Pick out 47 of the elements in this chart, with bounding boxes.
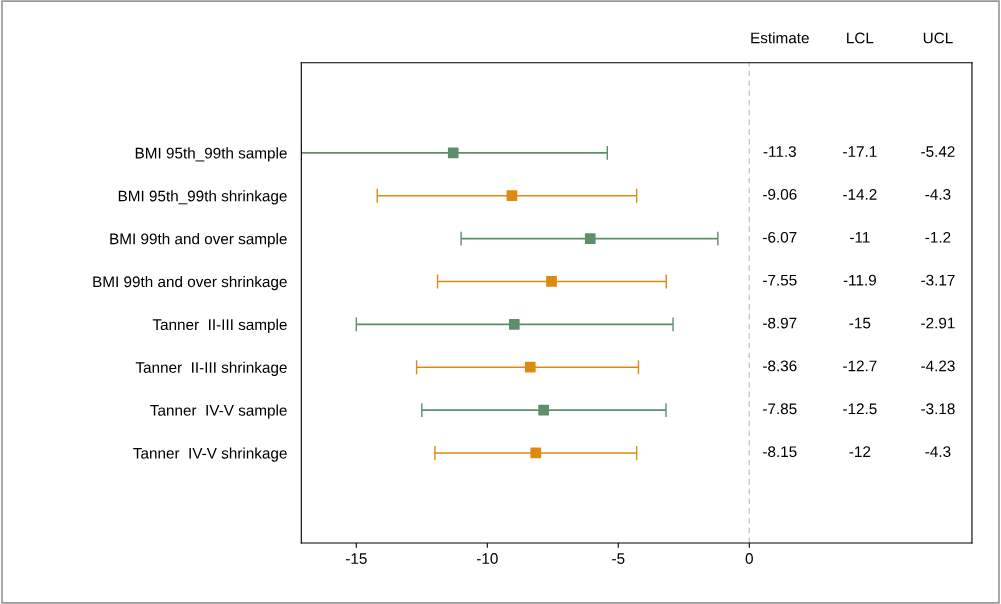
point bbox=[584, 233, 596, 244]
annotation: -6.07 bbox=[763, 231, 797, 243]
text: LCL bbox=[847, 32, 874, 44]
annotation: -12.5 bbox=[843, 403, 877, 415]
text: Estimate bbox=[751, 32, 809, 44]
annotation: -3.17 bbox=[921, 274, 955, 286]
annotation: -4.3 bbox=[925, 446, 951, 458]
y-tick-label: BMI 99th and over shrinkage bbox=[93, 275, 287, 291]
annotation: -12.7 bbox=[843, 360, 877, 372]
y-tick-label: Tanner II-III sample bbox=[152, 318, 287, 334]
annotation: -17.1 bbox=[843, 146, 877, 157]
annotation: -4.23 bbox=[921, 360, 955, 372]
point bbox=[538, 404, 549, 416]
annotation: -7.55 bbox=[763, 274, 797, 286]
y-tick-label: Tanner IV-V shrinkage bbox=[133, 447, 287, 462]
text: UCL bbox=[923, 32, 953, 44]
point bbox=[447, 147, 459, 159]
point bbox=[546, 276, 557, 287]
y-tick-label: BMI 95th_99th shrinkage bbox=[118, 190, 287, 205]
point bbox=[506, 190, 518, 202]
annotation: -2.91 bbox=[921, 317, 955, 329]
x-tick-label: -10 bbox=[476, 553, 498, 564]
y-tick-label: Tanner IV-V sample bbox=[150, 404, 287, 419]
annotation: -3.18 bbox=[921, 403, 955, 415]
annotation: -15 bbox=[849, 317, 871, 329]
annotation: -8.36 bbox=[763, 360, 797, 372]
point bbox=[508, 318, 520, 330]
annotation: -8.97 bbox=[763, 317, 797, 329]
annotation: -11.9 bbox=[843, 274, 876, 286]
x-tick-label: 0 bbox=[745, 553, 753, 564]
annotation: -11 bbox=[850, 232, 870, 243]
annotation: -12 bbox=[849, 446, 871, 457]
annotation: -11.3 bbox=[763, 146, 796, 157]
annotation: -9.06 bbox=[763, 189, 797, 200]
annotation: -5.42 bbox=[921, 146, 955, 157]
point bbox=[524, 361, 536, 373]
y-tick-label: Tanner II-III shrinkage bbox=[135, 361, 287, 376]
annotation: -14.2 bbox=[843, 189, 877, 200]
annotation: -1.2 bbox=[925, 231, 951, 243]
y-tick-label: BMI 99th and over sample bbox=[110, 233, 287, 248]
x-tick-label: -5 bbox=[612, 553, 625, 564]
annotation: -7.85 bbox=[763, 403, 797, 415]
point bbox=[530, 447, 542, 459]
annotation: -4.3 bbox=[925, 189, 951, 200]
x-tick-label: -15 bbox=[345, 553, 367, 564]
annotation: -8.15 bbox=[763, 446, 797, 458]
y-tick-label: BMI 95th_99th sample bbox=[135, 147, 287, 162]
